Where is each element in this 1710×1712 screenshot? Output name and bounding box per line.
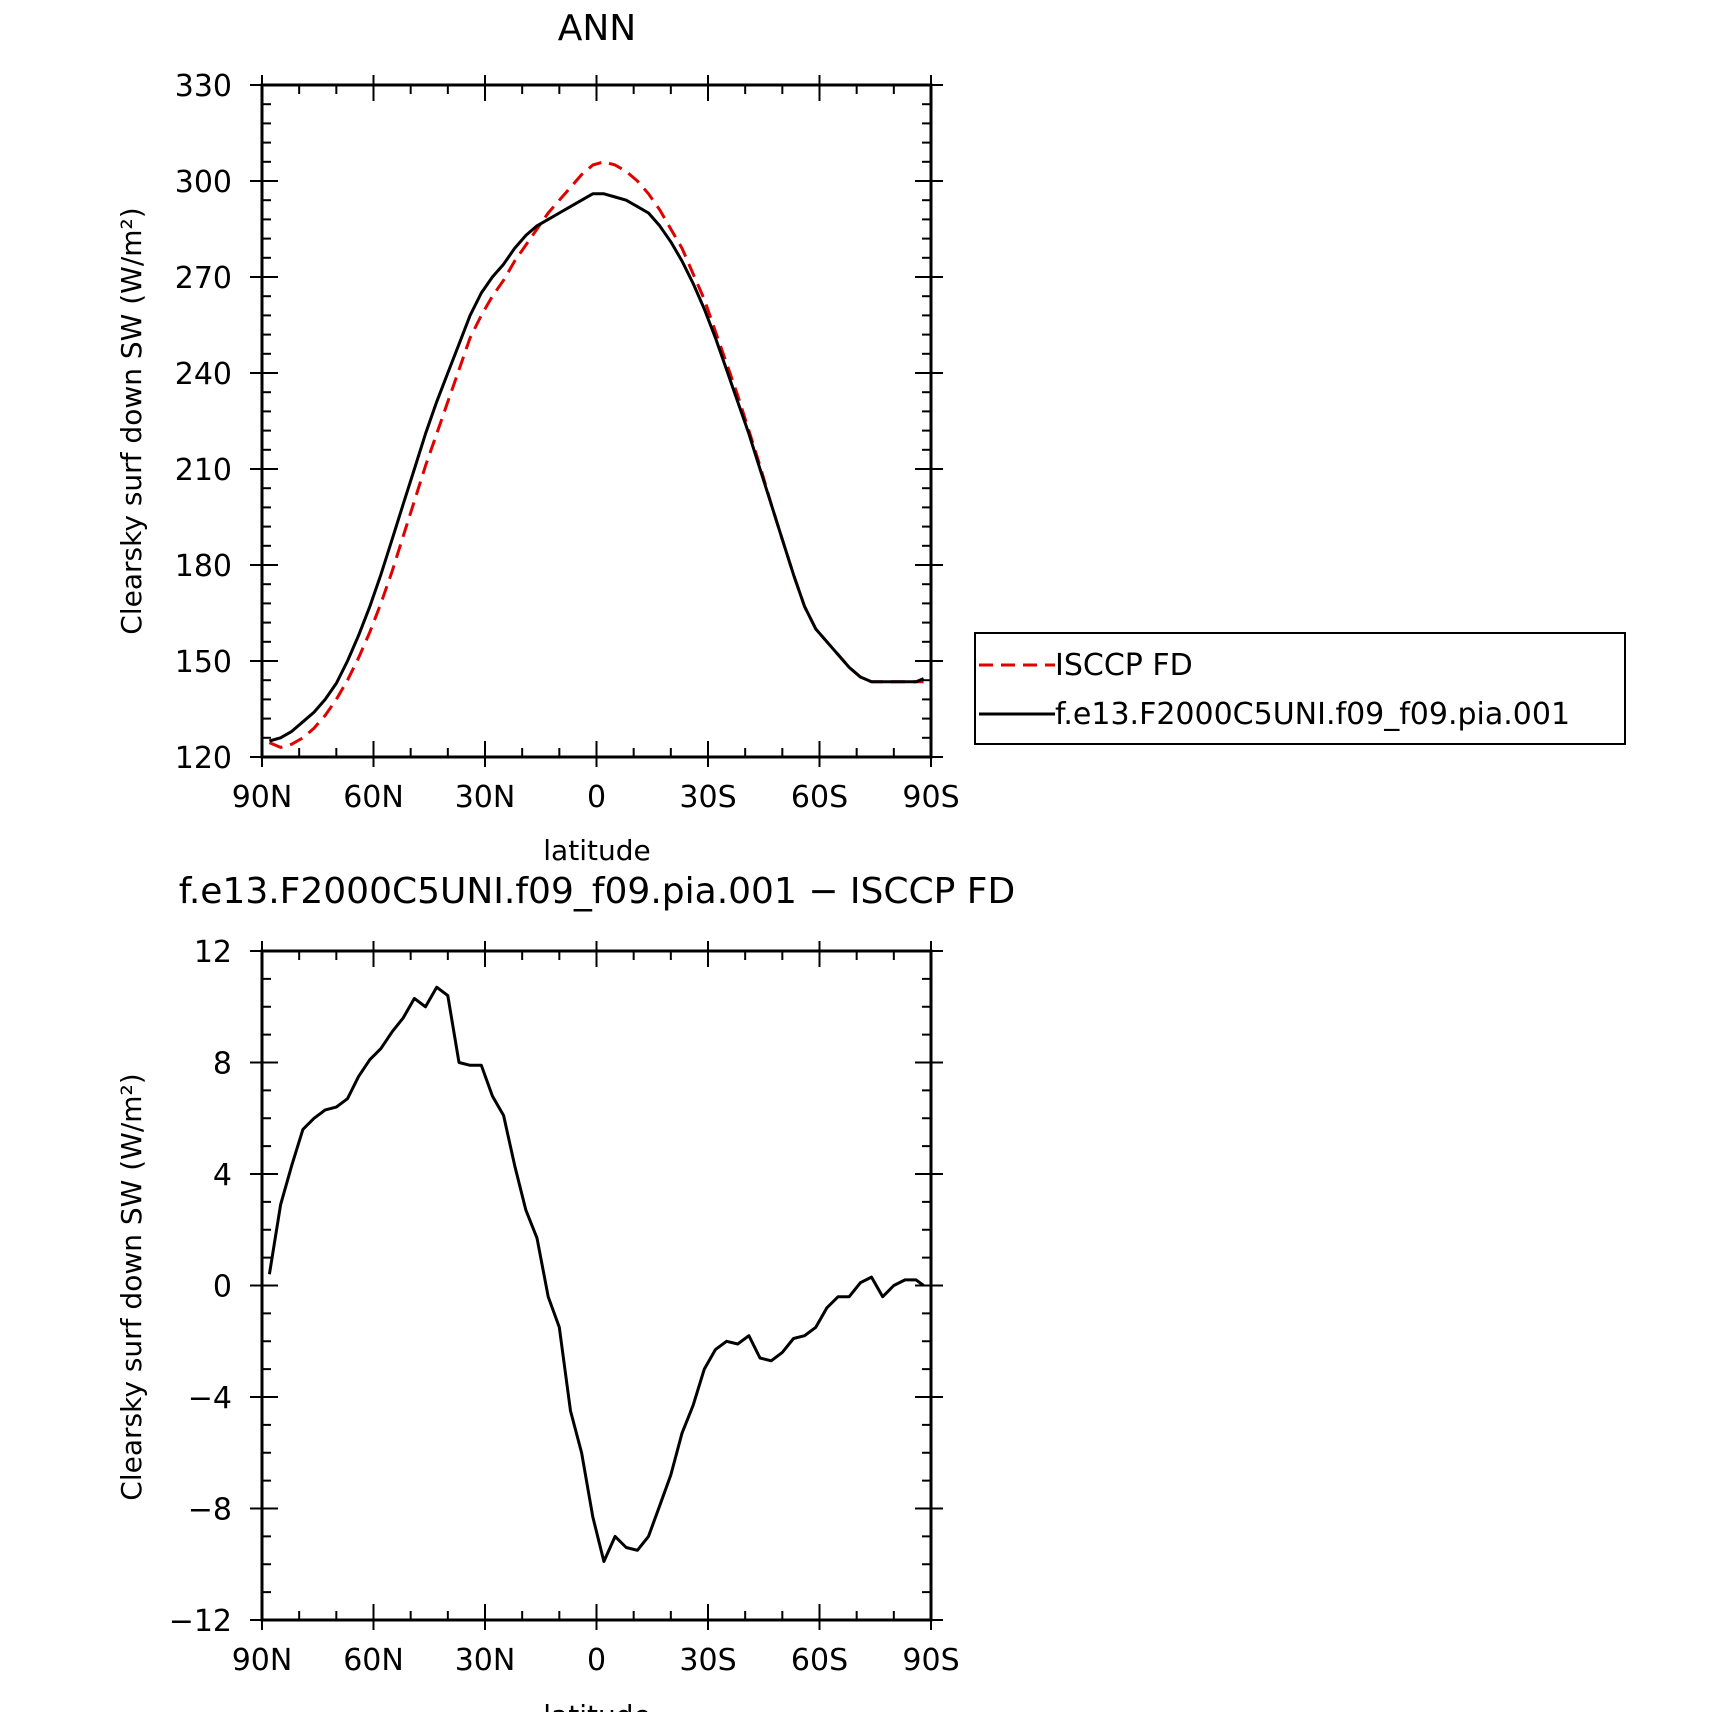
top-x-tick-label: 30S <box>679 780 736 815</box>
top-y-tick-label: 150 <box>175 645 232 680</box>
top-x-tick-labels: 90N 60N 30N 0 30S 60S 90S <box>232 780 960 815</box>
legend-label-model: f.e13.F2000C5UNI.f09_f09.pia.001 <box>1055 697 1570 732</box>
bot-x-tick-label: 90N <box>232 1643 293 1678</box>
top-panel: ANN 90N 60N 30N 0 30S 60S 90S 120 150 180 210 240 2… <box>115 8 960 867</box>
bottom-series-group <box>267 985 925 1563</box>
bot-y-tick-label: 4 <box>213 1158 232 1193</box>
top-y-tick-label: 210 <box>175 453 232 488</box>
bot-y-tick-label: 8 <box>213 1047 232 1082</box>
top-x-tick-label: 90S <box>902 780 959 815</box>
top-plot-frame <box>260 83 933 759</box>
top-y-tick-label: 330 <box>175 69 232 104</box>
bottom-ticks <box>250 941 943 1630</box>
bot-x-tick-label: 30S <box>679 1643 736 1678</box>
bot-x-tick-label: 60N <box>343 1643 404 1678</box>
top-ticks <box>250 75 943 767</box>
bot-x-tick-label: 30N <box>455 1643 516 1678</box>
top-x-tick-label: 0 <box>587 780 606 815</box>
top-x-tick-label: 90N <box>232 780 293 815</box>
top-series-line-0 <box>268 160 924 749</box>
top-y-tick-label: 120 <box>175 741 232 776</box>
bot-y-tick-label: 12 <box>194 935 232 970</box>
top-x-tick-label: 30N <box>455 780 516 815</box>
bot-y-tick-label: −4 <box>188 1381 232 1416</box>
bottom-y-axis-label: Clearsky surf down SW (W/m²) <box>115 1073 148 1500</box>
top-y-tick-label: 180 <box>175 549 232 584</box>
bot-x-tick-label: 0 <box>587 1643 606 1678</box>
bot-x-tick-label: 60S <box>791 1643 848 1678</box>
legend-box <box>974 632 1626 745</box>
top-y-axis-label: Clearsky surf down SW (W/m²) <box>115 207 148 634</box>
top-y-tick-label: 240 <box>175 357 232 392</box>
top-y-tick-labels: 120 150 180 210 240 270 300 330 <box>175 69 232 776</box>
bot-x-tick-label: 90S <box>902 1643 959 1678</box>
legend-label-isccp-fd: ISCCP FD <box>1055 648 1193 683</box>
top-y-tick-label: 300 <box>175 165 232 200</box>
top-x-axis-label: latitude <box>543 834 650 867</box>
bot-y-tick-label: 0 <box>213 1270 232 1305</box>
bottom-x-tick-labels: 90N 60N 30N 0 30S 60S 90S <box>232 1643 960 1678</box>
legend: ISCCP FD f.e13.F2000C5UNI.f09_f09.pia.00… <box>974 632 1626 745</box>
bot-y-tick-label: −8 <box>188 1493 232 1528</box>
bottom-panel: f.e13.F2000C5UNI.f09_f09.pia.001 − ISCCP… <box>115 871 1015 1712</box>
top-series-group <box>268 160 925 749</box>
bottom-x-axis-label: latitude <box>543 1699 650 1712</box>
top-x-tick-label: 60N <box>343 780 404 815</box>
top-y-tick-label: 270 <box>175 261 232 296</box>
bot-y-tick-label: −12 <box>169 1604 232 1639</box>
bot-series-line-0 <box>267 985 925 1563</box>
bottom-chart-title: f.e13.F2000C5UNI.f09_f09.pia.001 − ISCCP… <box>179 871 1015 912</box>
bottom-plot-frame <box>260 949 933 1622</box>
top-x-tick-label: 60S <box>791 780 848 815</box>
bottom-y-tick-labels: −12 −8 −4 0 4 8 12 <box>169 935 232 1639</box>
top-chart-title: ANN <box>558 8 637 49</box>
top-series-line-1 <box>268 192 925 743</box>
